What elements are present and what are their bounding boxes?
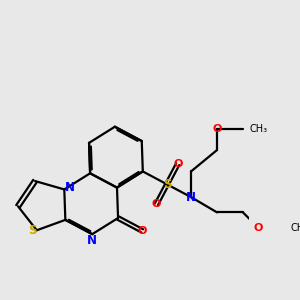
Text: CH₃: CH₃ — [290, 223, 300, 232]
Text: O: O — [152, 200, 161, 209]
Text: O: O — [138, 226, 147, 236]
Text: O: O — [254, 223, 263, 232]
Text: N: N — [87, 234, 97, 247]
Text: O: O — [173, 159, 182, 169]
Text: CH₃: CH₃ — [249, 124, 267, 134]
Text: S: S — [163, 178, 171, 191]
Text: O: O — [212, 124, 222, 134]
Text: S: S — [28, 224, 36, 237]
Text: N: N — [186, 191, 196, 204]
Text: N: N — [65, 182, 75, 194]
